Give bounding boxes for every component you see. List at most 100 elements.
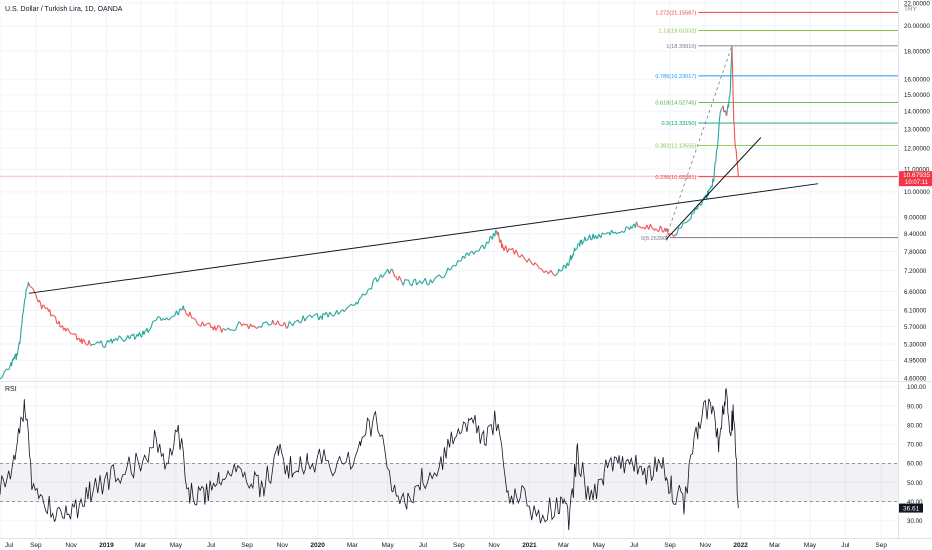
price-candle <box>681 223 684 227</box>
price-tick-label: 18.00000 <box>904 48 930 55</box>
price-candle <box>734 140 736 148</box>
rsi-series <box>0 387 739 531</box>
price-candle <box>159 316 162 321</box>
price-candle <box>589 234 592 240</box>
price-candle <box>20 323 23 328</box>
price-candle <box>148 328 151 331</box>
price-candle <box>338 311 341 315</box>
fib-level-label: 0.382(12.13555) <box>655 144 696 150</box>
price-candle <box>734 147 737 150</box>
price-candle <box>2 371 6 375</box>
price-candle <box>108 340 111 343</box>
price-candle <box>200 321 204 327</box>
rsi-tick-label: 40.00 <box>907 499 923 506</box>
price-candle <box>339 310 342 313</box>
price-candle <box>550 270 554 275</box>
price-candle <box>24 291 27 298</box>
price-tick-label: 7.80000 <box>904 249 927 256</box>
rsi-tick-label: 60.00 <box>907 461 923 468</box>
price-candle <box>497 231 500 236</box>
price-candle <box>223 328 226 331</box>
price-candle <box>381 274 385 278</box>
price-candle <box>392 272 396 277</box>
price-candle <box>364 293 367 296</box>
price-candle <box>378 274 382 280</box>
price-candle <box>115 337 118 340</box>
time-tick-label: Nov <box>277 542 289 549</box>
price-candle <box>224 328 228 331</box>
price-candle <box>151 321 154 326</box>
price-candle <box>234 325 238 331</box>
price-tick-label: 16.00000 <box>904 77 930 84</box>
time-tick-label: May <box>804 542 817 549</box>
trendline <box>28 183 819 294</box>
price-candle <box>1 373 4 378</box>
price-candle <box>655 228 658 231</box>
rsi-line <box>0 387 739 531</box>
price-candle <box>719 112 721 117</box>
price-candle <box>13 354 16 359</box>
price-candle <box>687 220 689 222</box>
price-candle <box>345 306 349 310</box>
price-candle <box>304 317 308 322</box>
price-candle <box>468 251 471 256</box>
price-candle <box>580 239 583 245</box>
price-candle <box>515 249 518 252</box>
price-candle <box>716 147 718 150</box>
price-candle <box>728 95 731 100</box>
price-candle <box>21 315 24 324</box>
price-candle <box>512 247 515 255</box>
price-candle <box>429 279 433 284</box>
time-tick-label: Mar <box>558 542 570 549</box>
price-candle <box>733 126 736 141</box>
price-candle <box>357 298 360 305</box>
fib-retracement[interactable]: 1.272(21.15587) 1.13(19.61532) 1(18.39910)… <box>0 11 898 242</box>
price-candle <box>718 121 720 132</box>
price-candle <box>596 233 600 240</box>
price-candle <box>75 334 78 341</box>
price-candle <box>736 156 738 162</box>
price-candle <box>253 325 257 329</box>
price-candle <box>138 332 142 337</box>
price-tick-label: 4.95000 <box>904 358 927 365</box>
price-candle <box>431 279 435 284</box>
price-candle <box>93 342 97 346</box>
time-tick-label: Nov <box>700 542 712 549</box>
price-candle <box>222 328 225 330</box>
price-candle <box>27 282 30 285</box>
price-candle <box>721 106 724 109</box>
time-tick-label: May <box>382 542 395 549</box>
price-tick-label: 7.20000 <box>904 268 927 275</box>
price-tick-label: 14.00000 <box>904 109 930 116</box>
price-candle <box>208 323 212 328</box>
fib-connector <box>665 45 733 238</box>
price-candle <box>700 203 703 206</box>
price-candle <box>445 267 449 274</box>
price-candle <box>327 311 331 318</box>
currency-label: TRY <box>904 6 918 13</box>
price-candle <box>85 343 88 346</box>
price-candle <box>506 248 510 253</box>
price-candle <box>358 296 362 300</box>
price-candle <box>711 186 713 188</box>
price-candle <box>658 225 661 232</box>
price-candle <box>189 311 192 316</box>
last-price-time: 10:07:11 <box>905 180 929 186</box>
price-candle <box>442 276 445 279</box>
price-candle <box>488 236 491 243</box>
price-candle <box>478 246 482 251</box>
price-candle <box>299 321 302 324</box>
price-candle <box>727 99 730 108</box>
price-candle <box>667 233 670 236</box>
price-candle <box>264 321 267 323</box>
price-candle <box>104 342 107 348</box>
price-candle <box>133 333 136 340</box>
trendlines[interactable] <box>28 137 819 294</box>
price-candle <box>460 255 464 261</box>
price-candle <box>370 280 374 290</box>
price-candle <box>171 315 174 318</box>
price-candle <box>308 314 311 317</box>
price-candle <box>7 368 10 371</box>
price-candle <box>375 277 378 283</box>
